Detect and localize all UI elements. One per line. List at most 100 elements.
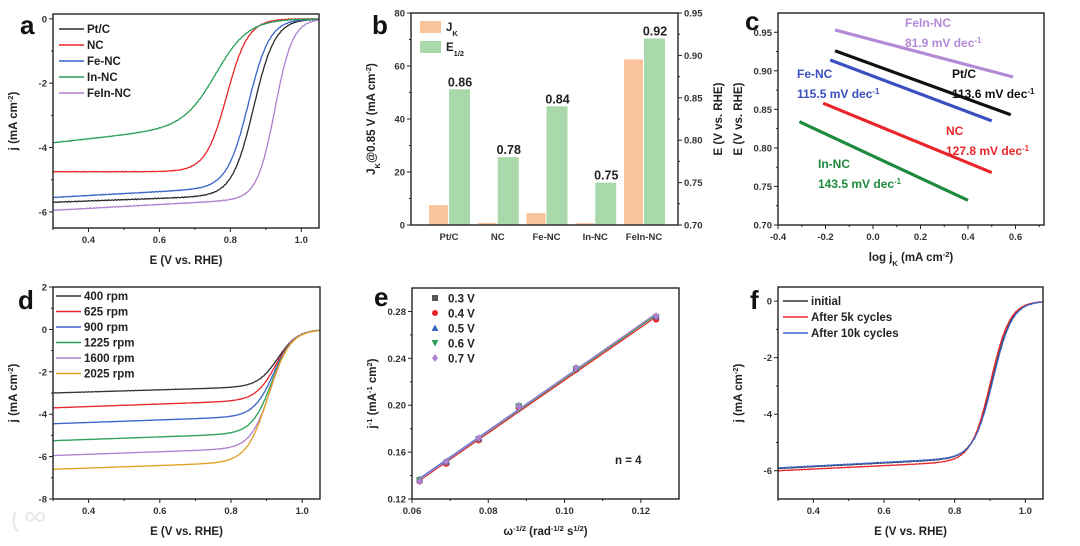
legend-label: initial <box>811 296 841 308</box>
x-tick-label: 0.12 <box>632 506 651 517</box>
tafel-slope-label: 127.8 mV dec-1 <box>946 144 1030 159</box>
tafel-line <box>829 58 993 123</box>
panel-a: a 0 -2 -4 -6 0.4 0.6 0.8 1.0 E (V vs. RHE) j (mA c… <box>6 10 320 267</box>
x-tick-label: 1.0 <box>1019 506 1032 517</box>
text-run: E (V vs. RHE) <box>150 255 223 267</box>
text-run: @0.85 V (mA cm <box>366 74 378 163</box>
tafel-sample-label: FeIn-NC <box>905 16 951 30</box>
bar-e-half <box>595 182 617 225</box>
panel-e: e0.120.160.200.240.280.06 0.08 0.10 0.12ω-1… <box>365 282 680 538</box>
panel-f: f 0 -2 -4 -6 0.4 0.6 0.8 1.0 E (V vs. RHE) j (mA c… <box>731 285 1044 538</box>
data-point <box>475 434 482 443</box>
y-axis-label: j (mA cm-2) <box>6 364 21 424</box>
bar-jk <box>575 223 595 225</box>
text-run: 143.5 mV dec <box>818 177 894 191</box>
legend-label: After 5k cycles <box>811 312 892 324</box>
y-axis-label: E (V vs. RHE) <box>733 82 745 155</box>
plot-frame <box>777 286 1044 500</box>
tafel-sample-label: Pt/C <box>952 67 976 81</box>
y-tick-label: 0 <box>42 14 47 25</box>
text-run: 81.9 mV dec <box>905 36 975 50</box>
text-run: -1 <box>1022 144 1030 153</box>
legend-label: 0.6 V <box>448 339 475 351</box>
series-line-in-nc <box>53 17 319 144</box>
x-tick-label: 0.2 <box>914 232 927 243</box>
y-tick-label: 40 <box>394 115 405 126</box>
legend: 0.3 V 0.4 V 0.5 V 0.6 V 0.7 V <box>431 294 475 366</box>
x-tick-label: 0.8 <box>224 235 237 246</box>
text-run: -1 <box>894 177 902 186</box>
y-tick-label: 0.80 <box>754 143 773 154</box>
legend-label: 900 rpm <box>84 322 128 334</box>
text-run: j (mA cm <box>8 102 20 151</box>
y-tick-label: 0 <box>42 325 47 336</box>
y-tick-label: -2 <box>39 367 47 378</box>
series-line-2025-rpm <box>53 329 320 471</box>
text-run: K <box>892 259 898 268</box>
panel-letter: d <box>18 285 34 315</box>
watermark-mark <box>12 511 19 533</box>
data-point <box>653 312 660 321</box>
y-right-tick-label: 0.70 <box>684 221 703 232</box>
x-tick-label: 0.8 <box>224 506 237 517</box>
text-run: 115.5 mV dec <box>797 87 873 101</box>
legend-label: 625 rpm <box>84 307 128 319</box>
legend: initial After 5k cycles After 10k cycles <box>783 296 899 340</box>
category-label: In-NC <box>583 232 608 243</box>
tafel-slope-label: 113.6 mV dec-1 <box>952 87 1035 102</box>
plot-frame <box>52 13 320 229</box>
text-run: 127.8 mV dec <box>946 144 1022 158</box>
legend-label: After 10k cycles <box>811 328 899 340</box>
bar-e-half <box>546 106 568 225</box>
category-label: NC <box>491 232 505 243</box>
series-line-fein-nc <box>53 19 319 212</box>
x-axis-label: E (V vs. RHE) <box>874 526 947 538</box>
text-run: ) <box>949 252 953 264</box>
text-run: ) <box>8 364 20 368</box>
legend-marker <box>432 354 438 362</box>
text-run: -1/2 <box>551 524 564 533</box>
plot-frame <box>777 12 1045 226</box>
text-run: cm <box>367 367 379 387</box>
x-tick-label: -0.2 <box>817 232 833 243</box>
y-tick-label: -6 <box>39 452 47 463</box>
y-tick-label: 0.16 <box>388 448 407 459</box>
bar-jk <box>429 205 448 225</box>
text-run: K <box>452 29 458 38</box>
series-line-fe-nc <box>53 18 319 199</box>
bar-data-label: 0.75 <box>594 169 618 183</box>
x-axis-label: ω-1/2 (rad-1/2 s1/2) <box>503 524 587 539</box>
plot-area <box>798 28 1014 202</box>
x-tick-label: 0.10 <box>555 506 574 517</box>
x-axis-label: log jK (mA cm-2) <box>869 250 954 268</box>
plot-area <box>53 17 319 212</box>
legend-label: In-NC <box>87 72 118 84</box>
y-tick-label: -6 <box>764 466 772 477</box>
panel-letter: e <box>374 282 388 312</box>
x-tick-label: 0.06 <box>403 506 422 517</box>
text-run: E (V vs. RHE) <box>874 526 947 538</box>
y-tick-label: 0 <box>767 297 772 308</box>
text-run: j (mA cm <box>8 374 20 423</box>
text-run: E (V vs. RHE) <box>733 82 745 155</box>
x-tick-label: -0.4 <box>770 232 787 243</box>
series-line-after-10k-cycles <box>778 301 1043 469</box>
text-run: (mA <box>367 393 379 419</box>
plot-frame <box>411 287 680 500</box>
legend-label: 0.7 V <box>448 354 475 366</box>
text-run: 1/2 <box>573 524 583 533</box>
x-tick-label: 0.4 <box>82 235 96 246</box>
x-tick-label: 0.6 <box>877 506 890 517</box>
x-tick-label: 1.0 <box>295 235 308 246</box>
x-axis: -0.4 -0.2 0.0 0.2 0.4 0.6 <box>770 225 1040 243</box>
plot-frame <box>410 12 679 226</box>
text-run: ω <box>503 526 513 538</box>
text-run: ) <box>367 358 379 362</box>
legend-swatch <box>420 21 441 33</box>
y-right-tick-label: 0.80 <box>684 136 703 147</box>
text-run: ) <box>8 92 20 96</box>
bar-e-half <box>449 89 470 225</box>
text-run: -2 <box>6 96 15 103</box>
tafel-line <box>834 28 1014 79</box>
